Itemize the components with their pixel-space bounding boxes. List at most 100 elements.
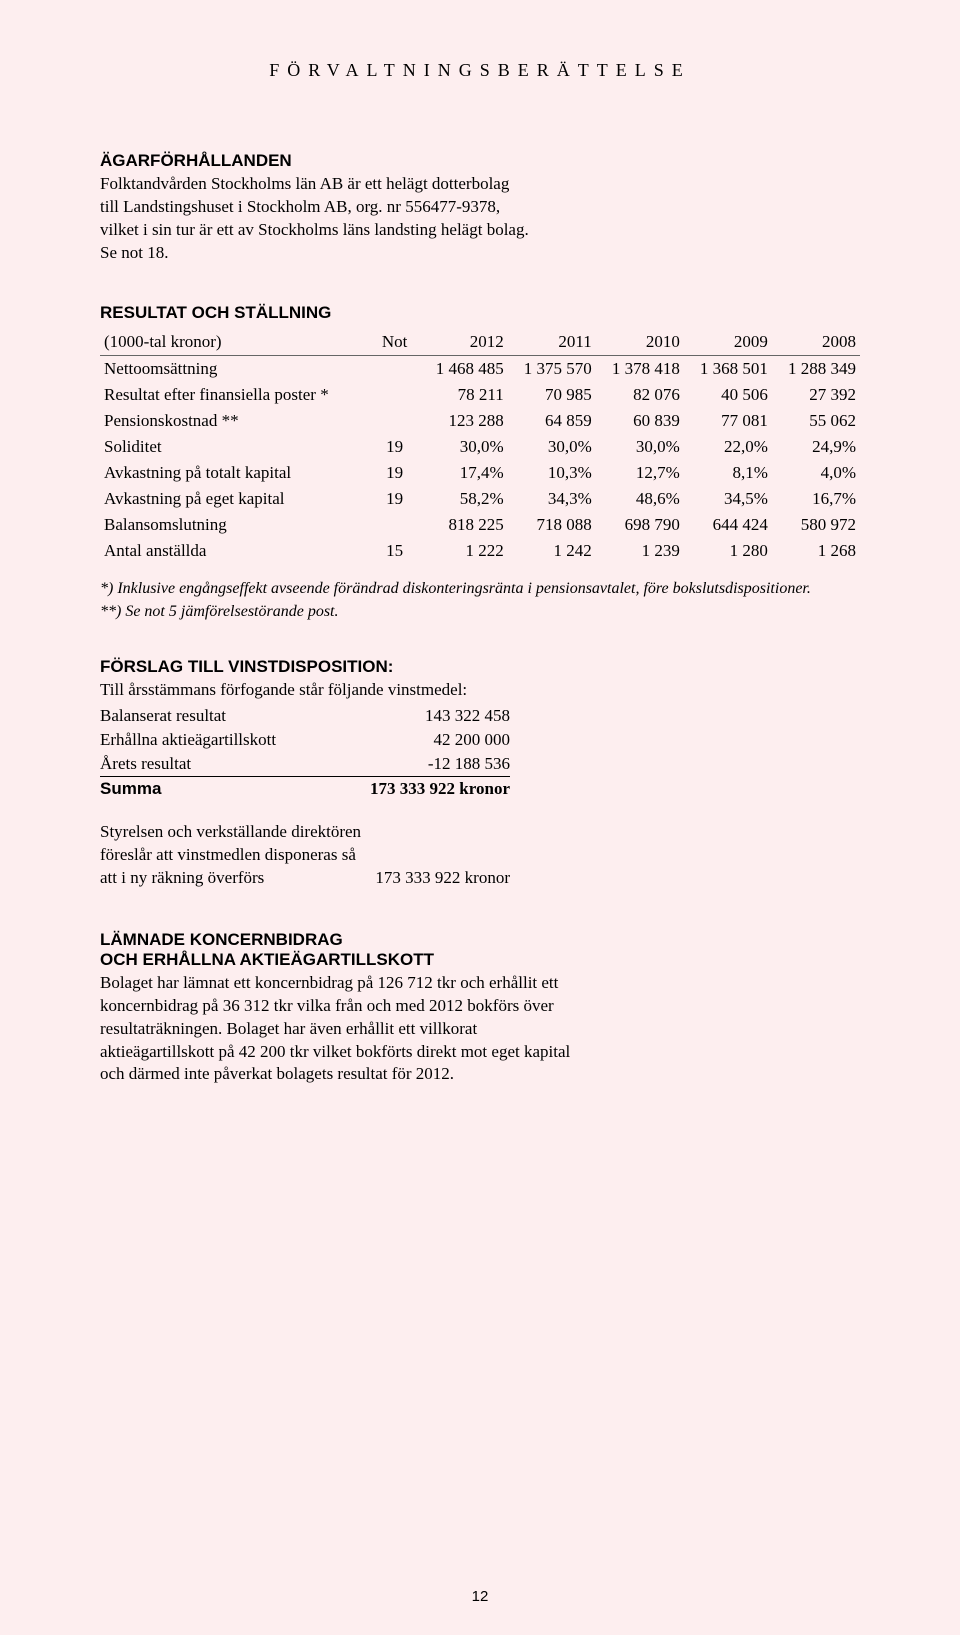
row-not: 19: [370, 486, 420, 512]
row-value: 644 424: [684, 512, 772, 538]
row-value: 34,5%: [684, 486, 772, 512]
transfer-value: 173 333 922 kronor: [340, 867, 510, 890]
row-value: 58,2%: [420, 486, 508, 512]
row-value: 48,6%: [596, 486, 684, 512]
disp-row-value: 42 200 000: [340, 728, 510, 752]
row-label: Pensionskostnad **: [100, 408, 370, 434]
results-row: Resultat efter finansiella poster * 78 21…: [100, 382, 860, 408]
row-value: 16,7%: [772, 486, 860, 512]
row-value: 60 839: [596, 408, 684, 434]
row-value: 1 288 349: [772, 355, 860, 382]
results-row: Avkastning på eget kapital1958,2%34,3%48…: [100, 486, 860, 512]
results-table: (1000-tal kronor) Not 2012 2011 2010 200…: [100, 329, 860, 564]
row-value: 10,3%: [508, 460, 596, 486]
section-title-koncern-1: LÄMNADE KONCERNBIDRAG: [100, 930, 860, 950]
row-value: 12,7%: [596, 460, 684, 486]
results-row: Balansomslutning 818 225718 088698 790644…: [100, 512, 860, 538]
row-value: 698 790: [596, 512, 684, 538]
disp-sum-label: Summa: [100, 776, 340, 801]
row-value: 123 288: [420, 408, 508, 434]
row-not: [370, 408, 420, 434]
section-title-disp: FÖRSLAG TILL VINSTDISPOSITION:: [100, 657, 860, 677]
results-footnote-2: **) Se not 5 jämförelsestörande post.: [100, 601, 820, 623]
row-value: 34,3%: [508, 486, 596, 512]
transfer-intro-2: föreslår att vinstmedlen disponeras så: [100, 844, 860, 867]
section-title-agar: ÄGARFÖRHÅLLANDEN: [100, 151, 860, 171]
row-value: 1 378 418: [596, 355, 684, 382]
results-row: Antal anställda151 2221 2421 2391 2801 2…: [100, 538, 860, 564]
row-label: Nettoomsättning: [100, 355, 370, 382]
row-not: 19: [370, 434, 420, 460]
transfer-label: att i ny räkning överförs: [100, 867, 340, 890]
disp-row-label: Årets resultat: [100, 752, 340, 777]
row-not: 15: [370, 538, 420, 564]
disp-intro: Till årsstämmans förfogande står följand…: [100, 679, 530, 702]
row-not: 19: [370, 460, 420, 486]
row-value: 30,0%: [508, 434, 596, 460]
row-label: Avkastning på eget kapital: [100, 486, 370, 512]
row-value: 1 468 485: [420, 355, 508, 382]
disp-row-label: Erhållna aktieägartillskott: [100, 728, 340, 752]
col-year-1: 2011: [508, 329, 596, 356]
disp-row: Årets resultat-12 188 536: [100, 752, 510, 777]
row-value: 718 088: [508, 512, 596, 538]
row-value: 78 211: [420, 382, 508, 408]
col-year-3: 2009: [684, 329, 772, 356]
row-not: [370, 382, 420, 408]
row-value: 1 239: [596, 538, 684, 564]
results-header-row: (1000-tal kronor) Not 2012 2011 2010 200…: [100, 329, 860, 356]
row-value: 70 985: [508, 382, 596, 408]
row-not: [370, 355, 420, 382]
row-value: 580 972: [772, 512, 860, 538]
row-value: 40 506: [684, 382, 772, 408]
disp-row: Balanserat resultat143 322 458: [100, 704, 510, 728]
section-title-koncern-2: OCH ERHÅLLNA AKTIEÄGARTILLSKOTT: [100, 950, 860, 970]
results-row: Pensionskostnad ** 123 28864 85960 83977 …: [100, 408, 860, 434]
row-value: 17,4%: [420, 460, 508, 486]
section-title-results: RESULTAT OCH STÄLLNING: [100, 303, 860, 323]
document-page: FÖRVALTNINGSBERÄTTELSE ÄGARFÖRHÅLLANDEN …: [0, 0, 960, 1635]
row-value: 22,0%: [684, 434, 772, 460]
disp-row-value: 143 322 458: [340, 704, 510, 728]
row-value: 30,0%: [596, 434, 684, 460]
results-row: Nettoomsättning1 468 4851 375 5701 378 4…: [100, 355, 860, 382]
row-label: Avkastning på totalt kapital: [100, 460, 370, 486]
row-value: 1 280: [684, 538, 772, 564]
col-year-4: 2008: [772, 329, 860, 356]
col-year-2: 2010: [596, 329, 684, 356]
transfer-intro-1: Styrelsen och verkställande direktören: [100, 821, 860, 844]
col-unit: (1000-tal kronor): [100, 329, 370, 356]
transfer-block: Styrelsen och verkställande direktören f…: [100, 821, 860, 890]
row-value: 1 368 501: [684, 355, 772, 382]
section-body-koncern: Bolaget har lämnat ett koncernbidrag på …: [100, 972, 580, 1087]
disp-sum-row: Summa173 333 922 kronor: [100, 776, 510, 801]
row-value: 1 242: [508, 538, 596, 564]
disp-row-value: -12 188 536: [340, 752, 510, 777]
col-not: Not: [370, 329, 420, 356]
row-value: 30,0%: [420, 434, 508, 460]
row-value: 64 859: [508, 408, 596, 434]
results-row: Avkastning på totalt kapital1917,4%10,3%…: [100, 460, 860, 486]
row-value: 818 225: [420, 512, 508, 538]
row-not: [370, 512, 420, 538]
row-label: Balansomslutning: [100, 512, 370, 538]
disposition-table: Balanserat resultat143 322 458Erhållna a…: [100, 704, 510, 801]
results-row: Soliditet1930,0%30,0%30,0%22,0%24,9%: [100, 434, 860, 460]
page-number: 12: [0, 1588, 960, 1605]
row-label: Resultat efter finansiella poster *: [100, 382, 370, 408]
page-header: FÖRVALTNINGSBERÄTTELSE: [100, 60, 860, 81]
section-body-agar: Folktandvården Stockholms län AB är ett …: [100, 173, 530, 265]
disp-sum-value: 173 333 922 kronor: [340, 776, 510, 801]
disp-row: Erhållna aktieägartillskott42 200 000: [100, 728, 510, 752]
row-label: Antal anställda: [100, 538, 370, 564]
row-value: 77 081: [684, 408, 772, 434]
row-value: 1 222: [420, 538, 508, 564]
col-year-0: 2012: [420, 329, 508, 356]
row-value: 55 062: [772, 408, 860, 434]
row-label: Soliditet: [100, 434, 370, 460]
row-value: 8,1%: [684, 460, 772, 486]
row-value: 1 268: [772, 538, 860, 564]
results-footnote-1: *) Inklusive engångseffekt avseende förä…: [100, 578, 820, 600]
row-value: 82 076: [596, 382, 684, 408]
disp-row-label: Balanserat resultat: [100, 704, 340, 728]
